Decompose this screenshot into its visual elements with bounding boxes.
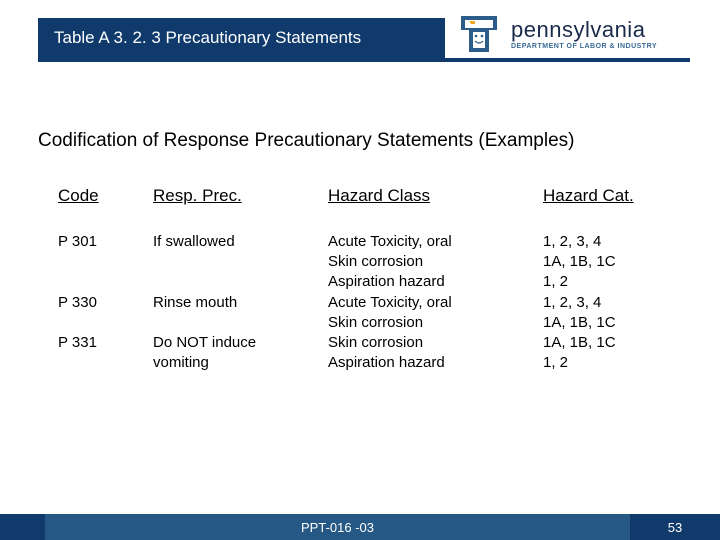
cell-code: P 331	[58, 333, 153, 374]
state-logo: pennsylvania DEPARTMENT OF LABOR & INDUS…	[455, 10, 695, 58]
title-bar: Table A 3. 2. 3 Precautionary Statements	[38, 18, 445, 58]
col-code: Code	[58, 185, 153, 232]
cell-resp: Do NOT induce vomiting	[153, 333, 328, 374]
footer-left-accent	[0, 514, 45, 540]
logo-main-text: pennsylvania	[511, 19, 657, 41]
col-hazard-cat: Hazard Cat.	[543, 185, 678, 232]
cell-hazard-cat: 1A, 1B, 1C 1, 2	[543, 333, 678, 374]
table-row: P 330 Rinse mouth Acute Toxicity, oral S…	[58, 293, 678, 334]
table-row: P 331 Do NOT induce vomiting Skin corros…	[58, 333, 678, 374]
footer-bar: PPT-016 -03 53	[0, 514, 720, 540]
col-resp-prec: Resp. Prec.	[153, 185, 328, 232]
keystone-shield-icon	[455, 10, 503, 58]
slide-title: Table A 3. 2. 3 Precautionary Statements	[54, 28, 361, 48]
cell-code: P 301	[58, 232, 153, 293]
cell-code: P 330	[58, 293, 153, 334]
title-underline	[38, 58, 690, 62]
cell-resp: Rinse mouth	[153, 293, 328, 334]
footer-page-number: 53	[630, 514, 720, 540]
cell-hazard-cat: 1, 2, 3, 4 1A, 1B, 1C 1, 2	[543, 232, 678, 293]
footer-doc-id: PPT-016 -03	[45, 520, 630, 535]
col-hazard-class: Hazard Class	[328, 185, 543, 232]
cell-resp: If swallowed	[153, 232, 328, 293]
cell-hazard-class: Acute Toxicity, oral Skin corrosion	[328, 293, 543, 334]
logo-sub-text: DEPARTMENT OF LABOR & INDUSTRY	[511, 43, 657, 50]
table-row: P 301 If swallowed Acute Toxicity, oral …	[58, 232, 678, 293]
slide-subtitle: Codification of Response Precautionary S…	[38, 130, 574, 152]
precautionary-table: Code Resp. Prec. Hazard Class Hazard Cat…	[58, 185, 678, 374]
table-header-row: Code Resp. Prec. Hazard Class Hazard Cat…	[58, 185, 678, 232]
cell-hazard-cat: 1, 2, 3, 4 1A, 1B, 1C	[543, 293, 678, 334]
logo-text: pennsylvania DEPARTMENT OF LABOR & INDUS…	[511, 19, 657, 50]
cell-hazard-class: Acute Toxicity, oral Skin corrosion Aspi…	[328, 232, 543, 293]
cell-hazard-class: Skin corrosion Aspiration hazard	[328, 333, 543, 374]
